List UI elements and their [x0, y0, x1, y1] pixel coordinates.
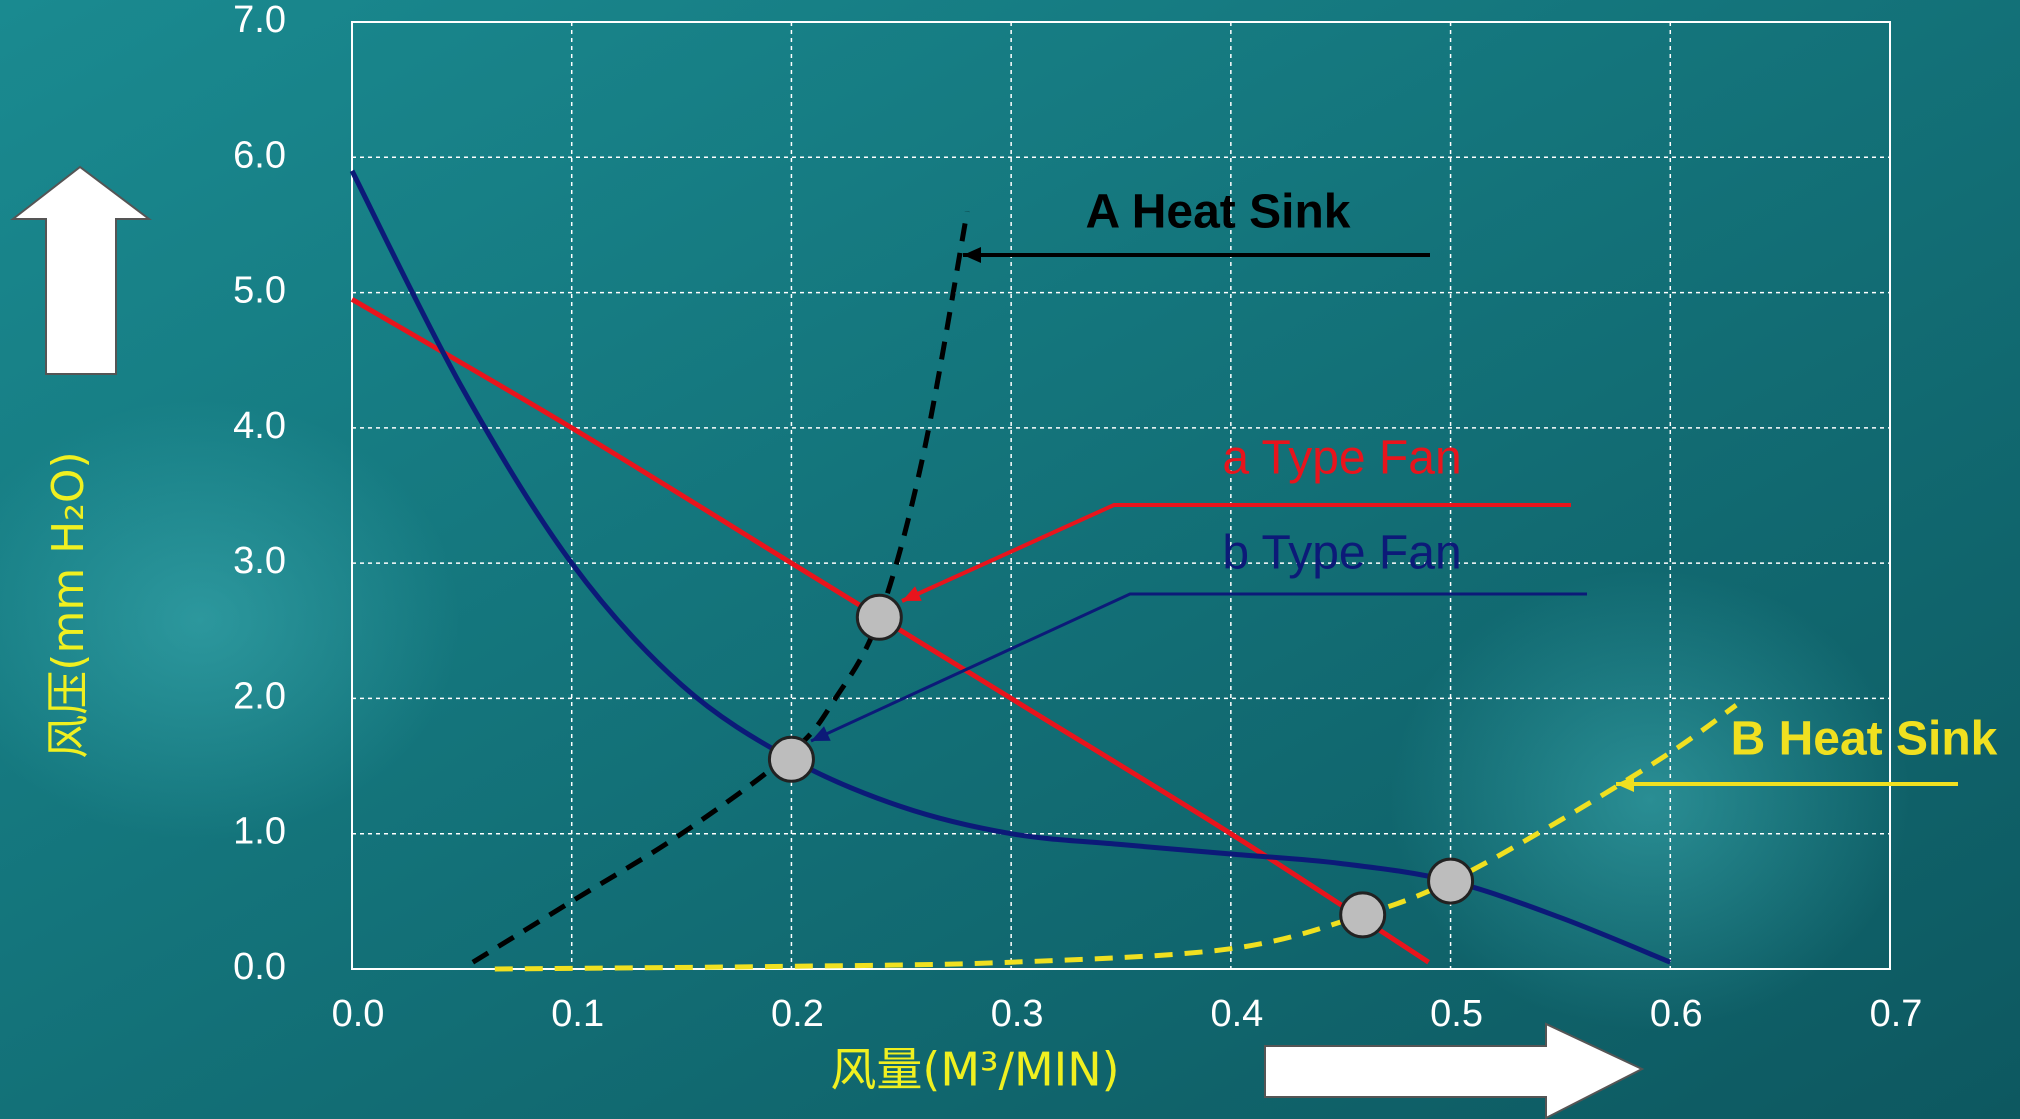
y-tick-label: 1.0: [233, 811, 286, 853]
y-tick-label: 3.0: [233, 540, 286, 582]
y-tick-label: 4.0: [233, 405, 286, 447]
y-tick-label: 6.0: [233, 134, 286, 176]
x-tick-label: 0.6: [1650, 993, 1703, 1035]
x-tick-label: 0.0: [332, 993, 385, 1035]
operating-point: [769, 737, 813, 781]
series-label: b Type Fan: [1222, 527, 1461, 580]
x-tick-label: 0.4: [1210, 993, 1263, 1035]
chart: 0.0 1.0 2.0 3.0 4.0 5.0 6.0 7.0 0.0 0.1 0.2 0.3 0.4 0…: [0, 0, 2020, 1119]
series-label: A Heat Sink: [1086, 186, 1351, 239]
background-glow: [1390, 570, 1910, 1030]
x-tick-label: 0.5: [1430, 993, 1483, 1035]
y-tick-label: 7.0: [233, 0, 286, 41]
operating-point: [857, 595, 901, 639]
x-axis-label: 风量(M³/MIN): [830, 1043, 1119, 1097]
operating-point: [1341, 893, 1385, 937]
series-label: B Heat Sink: [1731, 713, 1998, 766]
series-label: a Type Fan: [1222, 432, 1461, 485]
x-tick-label: 0.3: [991, 993, 1044, 1035]
y-tick-label: 0.0: [233, 946, 286, 988]
y-axis-label: 风压(mm H₂O): [43, 451, 94, 758]
x-tick-label: 0.7: [1870, 993, 1923, 1035]
x-tick-label: 0.2: [771, 993, 824, 1035]
y-tick-label: 2.0: [233, 675, 286, 717]
x-tick-label: 0.1: [551, 993, 604, 1035]
y-tick-label: 5.0: [233, 270, 286, 312]
operating-point: [1429, 859, 1473, 903]
